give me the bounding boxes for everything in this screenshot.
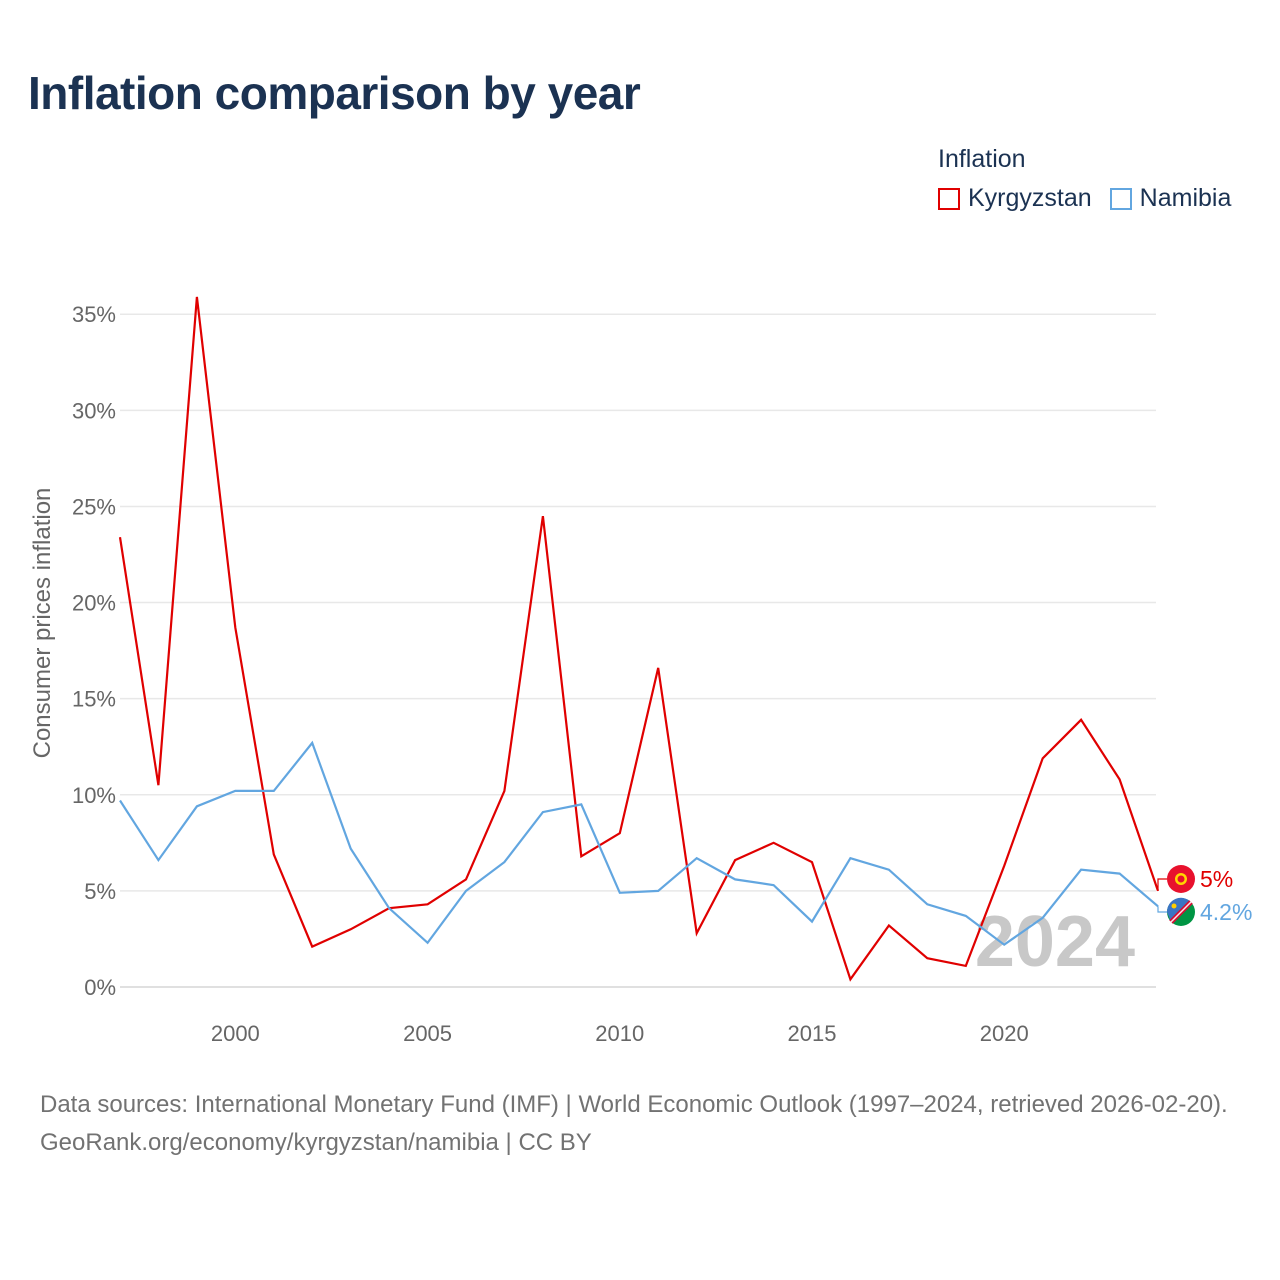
series-lines	[118, 296, 1160, 982]
y-tick-label: 30%	[72, 398, 116, 423]
legend-item-namibia[interactable]: Namibia	[1109, 184, 1232, 213]
end-connector	[1157, 878, 1167, 891]
x-tick-label: 2015	[788, 1021, 837, 1046]
legend-title: Inflation	[938, 145, 1026, 173]
end-value-label-namibia: 4.2%	[1200, 899, 1252, 925]
y-tick-label: 15%	[72, 687, 116, 712]
y-tick-label: 25%	[72, 494, 116, 519]
x-tick-label: 2010	[595, 1021, 644, 1046]
x-tick-label: 2005	[403, 1021, 452, 1046]
legend-item-kyrgyzstan[interactable]: Kyrgyzstan	[938, 184, 1092, 213]
y-tick-labels: 0% 5% 10% 15% 20% 25% 30% 35%	[72, 302, 116, 1000]
end-labels: 5% 4.2%	[1157, 865, 1252, 926]
legend-swatch-kyrgyzstan	[938, 187, 960, 210]
footer: Data sources: International Monetary Fun…	[40, 1086, 1250, 1162]
y-axis-label: Consumer prices inflation	[29, 488, 56, 759]
kyrgyzstan-flag-icon	[1167, 865, 1195, 893]
y-tick-label: 0%	[84, 975, 116, 1000]
y-tick-label: 20%	[72, 591, 116, 616]
x-tick-label: 2000	[211, 1021, 260, 1046]
legend-label-kyrgyzstan: Kyrgyzstan	[968, 184, 1092, 212]
y-tick-label: 35%	[72, 302, 116, 327]
end-connector	[1157, 906, 1167, 913]
x-tick-label: 2020	[980, 1021, 1029, 1046]
x-tick-labels: 2000 2005 2010 2015 2020	[211, 1021, 1029, 1046]
y-tick-label: 5%	[84, 879, 116, 904]
credit-link[interactable]: GeoRank.org/economy/kyrgyzstan/namibia |…	[40, 1129, 592, 1156]
namibia-flag-icon	[1166, 897, 1195, 926]
legend-swatch-namibia	[1109, 187, 1132, 210]
series-line-kyrgyzstan	[118, 296, 1160, 982]
series-line-namibia	[119, 740, 1159, 947]
grid-lines	[120, 313, 1156, 988]
y-tick-label: 10%	[72, 783, 116, 808]
legend-label-namibia: Namibia	[1139, 184, 1232, 212]
legend: Inflation Kyrgyzstan Namibia	[938, 145, 1249, 213]
end-value-label-kyrgyzstan: 5%	[1200, 866, 1233, 892]
chart-title: Inflation comparison by year	[28, 67, 641, 119]
data-sources: Data sources: International Monetary Fun…	[40, 1091, 1228, 1118]
